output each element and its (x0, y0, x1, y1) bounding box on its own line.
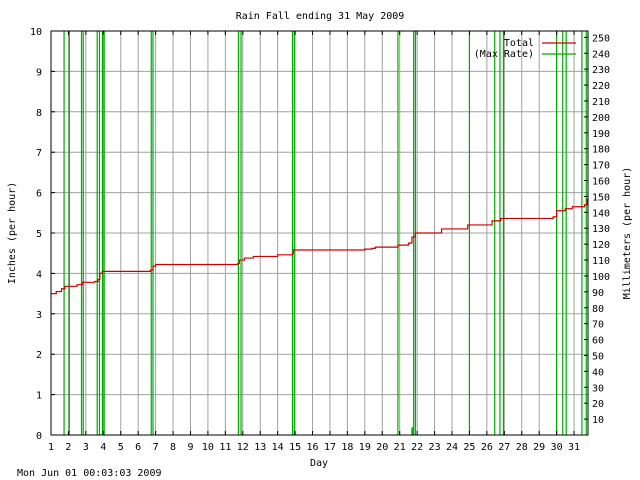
chart-title: Rain Fall ending 31 May 2009 (236, 11, 405, 22)
legend: Total(Max Rate) (474, 38, 576, 60)
x-tick-label: 23 (429, 442, 441, 453)
y-right-tick-label: 50 (592, 351, 604, 362)
y-right-tick-label: 160 (592, 177, 610, 188)
y-right-tick-label: 190 (592, 129, 610, 140)
y-right-tick-label: 110 (592, 256, 610, 267)
x-tick-label: 27 (498, 442, 510, 453)
x-tick-label: 17 (324, 442, 336, 453)
x-tick-label: 2 (65, 442, 71, 453)
x-tick-label: 11 (219, 442, 231, 453)
y-right-tick-label: 230 (592, 65, 610, 76)
y-axis-right-label: Millimeters (per hour) (622, 167, 633, 299)
x-tick-label: 30 (551, 442, 563, 453)
x-tick-label: 19 (359, 442, 371, 453)
x-tick-label: 8 (170, 442, 176, 453)
y-right-tick-label: 10 (592, 415, 604, 426)
x-tick-label: 9 (187, 442, 193, 453)
y-right-tick-label: 250 (592, 33, 610, 44)
x-tick-label: 4 (100, 442, 106, 453)
x-tick-label: 6 (135, 442, 141, 453)
y-right-tick-label: 80 (592, 304, 604, 315)
y-right-tick-label: 220 (592, 81, 610, 92)
y-right-tick-label: 100 (592, 272, 610, 283)
legend-label-max-rate: (Max Rate) (474, 49, 534, 60)
x-axis: 1 2 3 4 5 6 7 8 9 10 11 12 13 14 15 16 17 18 19 20 21 22 23 24 2… (48, 31, 580, 453)
x-tick-label: 22 (411, 442, 423, 453)
grid (51, 31, 588, 435)
y-right-tick-label: 180 (592, 145, 610, 156)
y-right-tick-label: 40 (592, 367, 604, 378)
x-tick-label: 18 (341, 442, 353, 453)
x-tick-label: 12 (237, 442, 249, 453)
y-left-tick-label: 5 (36, 229, 42, 240)
y-axis-right: 10 20 30 40 50 60 70 80 90 100 110 120 130 140 150 160 1… (584, 33, 610, 426)
x-tick-label: 3 (83, 442, 89, 453)
series-max-rate (63, 31, 587, 435)
y-left-tick-label: 0 (36, 431, 42, 442)
y-right-tick-label: 240 (592, 49, 610, 60)
x-tick-label: 25 (463, 442, 475, 453)
x-tick-label: 29 (533, 442, 545, 453)
x-tick-label: 10 (202, 442, 214, 453)
x-axis-label: Day (310, 458, 328, 469)
x-tick-label: 16 (307, 442, 319, 453)
y-left-tick-label: 7 (36, 148, 42, 159)
series-total (51, 198, 588, 295)
legend-label-total: Total (504, 38, 534, 49)
y-left-tick-label: 6 (36, 189, 42, 200)
x-tick-label: 24 (446, 442, 458, 453)
x-tick-label: 20 (376, 442, 388, 453)
y-right-tick-label: 120 (592, 240, 610, 251)
x-tick-label: 21 (394, 442, 406, 453)
total-line (51, 198, 588, 295)
y-right-tick-label: 130 (592, 224, 610, 235)
y-left-tick-label: 4 (36, 269, 42, 280)
x-tick-label: 13 (254, 442, 266, 453)
y-right-tick-label: 210 (592, 97, 610, 108)
y-right-tick-label: 140 (592, 208, 610, 219)
y-right-tick-label: 200 (592, 113, 610, 124)
y-right-tick-label: 90 (592, 288, 604, 299)
footer-timestamp: Mon Jun 01 00:03:03 2009 (17, 468, 162, 479)
x-tick-label: 26 (481, 442, 493, 453)
y-left-tick-label: 2 (36, 350, 42, 361)
y-right-tick-label: 20 (592, 399, 604, 410)
y-right-tick-label: 150 (592, 192, 610, 203)
x-tick-label: 5 (118, 442, 124, 453)
y-left-tick-label: 3 (36, 310, 42, 321)
y-left-tick-label: 8 (36, 108, 42, 119)
y-axis-left: 0 1 2 3 4 5 6 7 8 9 10 (30, 27, 55, 442)
x-tick-label: 31 (568, 442, 580, 453)
y-left-tick-label: 9 (36, 67, 42, 78)
y-right-tick-label: 170 (592, 161, 610, 172)
y-left-tick-label: 10 (30, 27, 42, 38)
y-axis-left-label: Inches (per hour) (7, 182, 18, 284)
x-tick-label: 1 (48, 442, 54, 453)
x-tick-label: 28 (516, 442, 528, 453)
y-right-tick-label: 30 (592, 383, 604, 394)
y-left-tick-label: 1 (36, 391, 42, 402)
x-tick-label: 14 (272, 442, 284, 453)
x-tick-label: 7 (153, 442, 159, 453)
y-right-tick-label: 60 (592, 336, 604, 347)
y-right-tick-label: 70 (592, 320, 604, 331)
x-tick-label: 15 (289, 442, 301, 453)
